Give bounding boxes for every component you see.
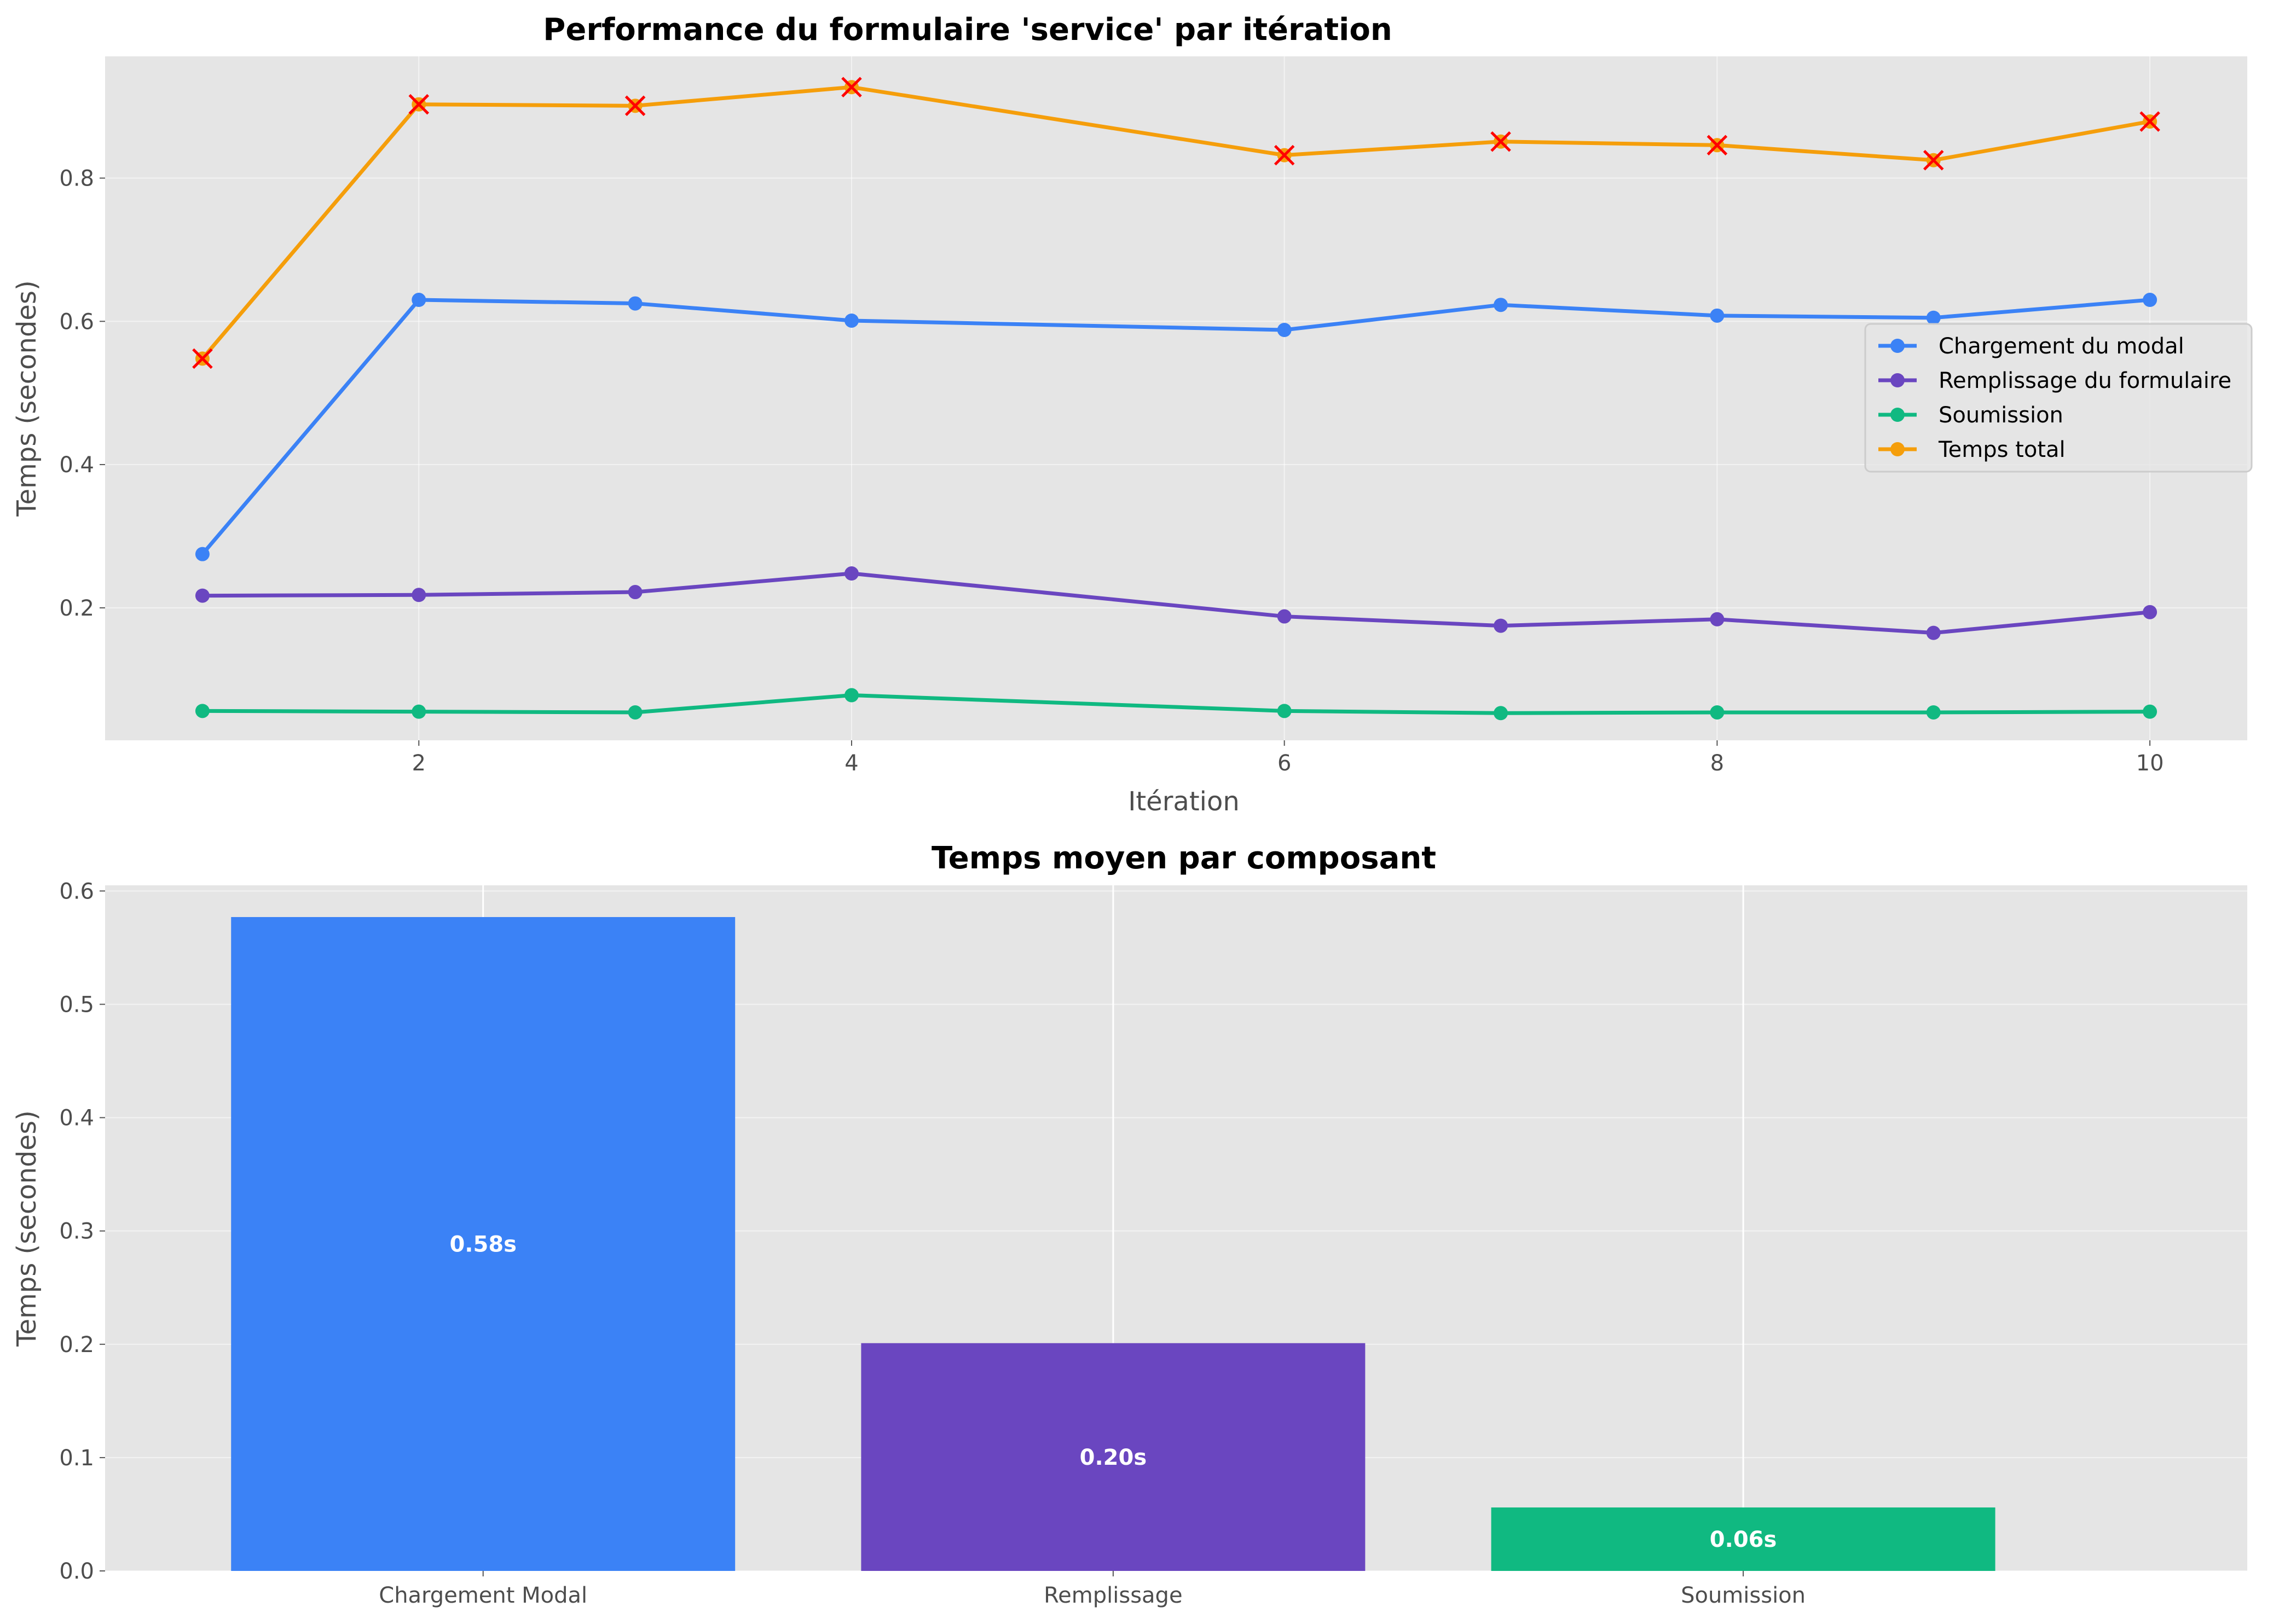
y-tick-label: 0.6 <box>59 879 94 904</box>
y-tick-label: 0.6 <box>59 309 94 334</box>
legend-swatch-marker <box>1890 339 1905 353</box>
bar-chart-title: Temps moyen par composant <box>932 840 1436 876</box>
bar-chart: 0.58s 0.20s 0.06s 0.0 0.1 0.2 0.3 0.4 0.5 0.6 Cha… <box>11 840 2247 1608</box>
bar-chart-ylabel: Temps (secondes) <box>11 1110 42 1347</box>
legend-swatch-marker <box>1890 442 1905 456</box>
x-marker <box>408 94 430 115</box>
data-point <box>412 704 426 719</box>
x-tick-label: 6 <box>1277 751 1291 776</box>
bar <box>231 917 736 1571</box>
bar <box>861 1343 1366 1571</box>
x-tick-label: Soumission <box>1681 1583 1806 1608</box>
y-tick-label: 0.4 <box>59 453 94 478</box>
legend-label: Soumission <box>1939 403 2063 428</box>
y-tick-label: 0.4 <box>59 1106 94 1131</box>
y-tick-label: 0.8 <box>59 166 94 192</box>
data-point <box>628 296 643 311</box>
line-chart-xlabel: Itération <box>1128 786 1240 817</box>
legend-label: Chargement du modal <box>1939 334 2184 359</box>
data-point <box>1494 298 1508 312</box>
data-point <box>1710 308 1725 323</box>
x-tick-label: 8 <box>1710 751 1724 776</box>
data-point <box>2143 704 2157 719</box>
x-tick-label: 4 <box>844 751 858 776</box>
data-point <box>1926 310 1941 325</box>
data-point <box>2143 293 2157 308</box>
y-tick-label: 0.3 <box>59 1219 94 1244</box>
line-chart-ylabel: Temps (secondes) <box>11 280 42 517</box>
data-point <box>195 704 210 718</box>
y-tick-label: 0.5 <box>59 992 94 1017</box>
x-marker <box>2139 111 2160 132</box>
data-point <box>1926 625 1941 640</box>
x-tick-label: 2 <box>412 751 426 776</box>
legend-box <box>1864 323 2253 473</box>
data-point <box>1277 609 1292 624</box>
x-tick-label: 10 <box>2136 751 2164 776</box>
y-tick-label: 0.1 <box>59 1446 94 1471</box>
data-point <box>628 705 643 720</box>
data-point <box>1277 704 1292 718</box>
legend-label: Remplissage du formulaire <box>1939 368 2231 393</box>
data-point <box>2143 605 2157 619</box>
data-point <box>844 566 859 581</box>
x-marker <box>192 348 213 369</box>
data-point <box>412 588 426 602</box>
data-point <box>628 585 643 600</box>
y-tick-label: 0.0 <box>59 1559 94 1584</box>
data-point <box>1494 706 1508 721</box>
bar-ticks: 0.0 0.1 0.2 0.3 0.4 0.5 0.6 Chargement Modal Rem… <box>59 879 1806 1608</box>
line-chart: 2 4 6 8 10 0.2 0.4 0.6 0.8 Performance du formul… <box>11 12 2253 817</box>
data-point <box>1710 612 1725 627</box>
bar-value-label: 0.20s <box>1080 1445 1147 1470</box>
legend: Chargement du modal Remplissage du formul… <box>1864 323 2253 473</box>
line-chart-title: Performance du formulaire 'service' par … <box>543 12 1392 48</box>
data-point <box>1277 323 1292 337</box>
data-point <box>1494 618 1508 633</box>
data-point <box>195 547 210 561</box>
x-tick-label: Chargement Modal <box>379 1583 587 1608</box>
data-point <box>1710 705 1725 720</box>
x-marker <box>1923 150 1944 171</box>
data-point <box>844 688 859 703</box>
x-tick-label: Remplissage <box>1044 1583 1182 1608</box>
legend-swatch-marker <box>1890 373 1905 387</box>
legend-items: Chargement du modal Remplissage du formul… <box>1878 334 2231 462</box>
legend-label: Temps total <box>1938 437 2066 462</box>
data-point <box>412 293 426 308</box>
bar <box>1491 1507 1995 1571</box>
y-tick-label: 0.2 <box>59 596 94 621</box>
line-ticks: 2 4 6 8 10 0.2 0.4 0.6 0.8 <box>59 166 2164 776</box>
x-marker <box>841 77 862 98</box>
data-point <box>844 313 859 328</box>
x-marker <box>1274 144 1295 166</box>
y-tick-label: 0.2 <box>59 1332 94 1358</box>
legend-swatch-marker <box>1890 408 1905 422</box>
bar-marks: 0.58s 0.20s 0.06s <box>231 917 1995 1571</box>
data-point <box>1926 705 1941 720</box>
x-marker <box>624 95 646 117</box>
bar-value-label: 0.58s <box>449 1232 517 1257</box>
data-point <box>195 588 210 603</box>
line-series <box>192 77 2160 721</box>
x-marker <box>1707 135 1728 156</box>
x-marker <box>1490 131 1511 152</box>
bar-value-label: 0.06s <box>1710 1527 1777 1552</box>
